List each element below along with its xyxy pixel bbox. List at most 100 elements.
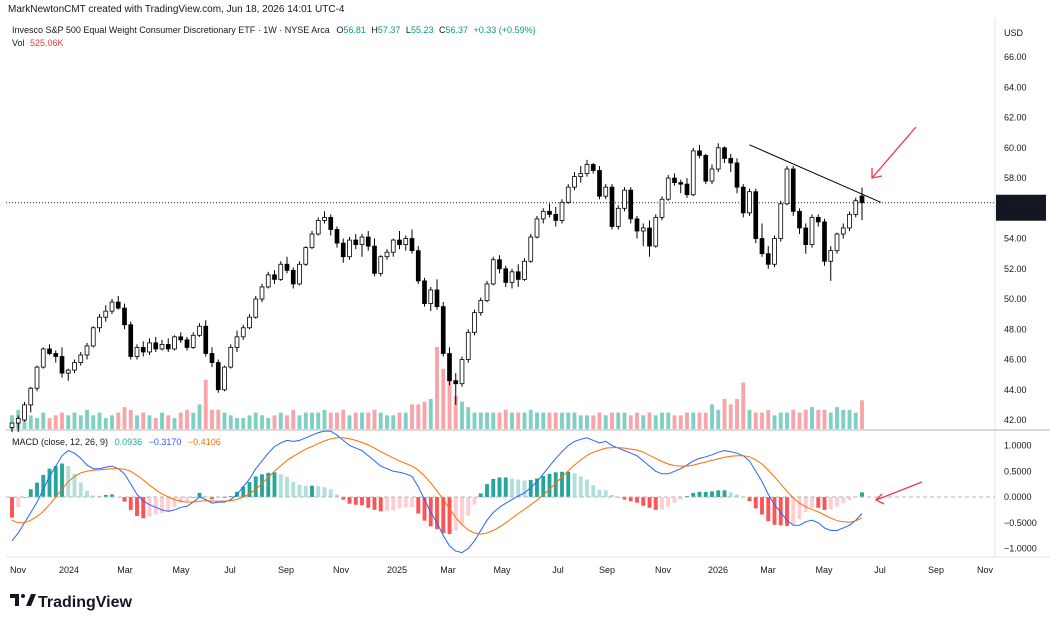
candle — [665, 175, 671, 201]
tradingview-logo-icon — [10, 594, 36, 606]
volume-bar — [535, 412, 539, 429]
candle-body — [722, 147, 727, 159]
candle-body — [709, 168, 715, 182]
arrow-macd-annotation[interactable] — [874, 481, 923, 505]
candle-body — [584, 164, 590, 174]
candle-body — [365, 236, 371, 247]
last-price-value: 56.37 — [1002, 197, 1025, 207]
macd-hist-bar — [728, 492, 733, 497]
arrow-price-annotation[interactable] — [871, 126, 917, 179]
macd-hist-bar — [316, 486, 321, 497]
candle-body — [203, 325, 209, 354]
candle-body — [378, 256, 384, 274]
candle-body — [590, 164, 596, 171]
trendline[interactable] — [749, 144, 881, 203]
macd-hist-bar — [141, 497, 146, 519]
candle-body — [72, 362, 77, 371]
volume-bar — [253, 412, 258, 429]
candle — [209, 347, 215, 368]
candle-body — [103, 310, 109, 318]
macd-hist-bar — [672, 497, 677, 503]
candle-body — [540, 210, 546, 220]
candle — [603, 184, 609, 200]
volume-bar — [110, 415, 114, 429]
candle-body — [565, 186, 571, 203]
macd-hist-bar — [710, 491, 714, 497]
volume-bar — [278, 412, 283, 429]
volume-bar — [778, 412, 783, 429]
candle-body — [153, 342, 159, 350]
candle — [697, 144, 702, 159]
candle — [622, 187, 627, 212]
time-tick-label: Jul — [224, 565, 236, 575]
candle — [859, 187, 865, 220]
macd-hist-value: 0.0936 — [115, 437, 143, 447]
volume-bar — [560, 412, 564, 429]
candle-body — [534, 218, 540, 238]
candle-body — [390, 239, 396, 253]
volume-bar — [822, 409, 827, 429]
candle-body — [53, 353, 59, 357]
candle-body — [465, 331, 471, 360]
volume-bar — [216, 409, 221, 429]
candle-body — [240, 327, 246, 338]
volume-bar — [603, 415, 608, 429]
volume-bar — [766, 409, 771, 429]
macd-hist-bar — [328, 489, 333, 497]
candle-body — [622, 189, 627, 209]
candle — [534, 215, 540, 239]
volume-bar — [672, 415, 677, 429]
brand-name: TradingView — [38, 594, 133, 611]
macd-hist-bar — [641, 497, 646, 506]
candle — [265, 271, 271, 289]
volume-bar — [522, 412, 527, 429]
price-tick-label: 42.00 — [1004, 415, 1027, 425]
volume-bar — [422, 401, 427, 429]
candle — [290, 267, 296, 289]
time-tick-label: Nov — [655, 565, 672, 575]
macd-hist-bar — [747, 497, 752, 502]
price-tick-label: 46.00 — [1004, 355, 1027, 365]
candle-body — [740, 186, 746, 214]
time-tick-label: Sep — [599, 565, 615, 575]
macd-hist-bar — [272, 472, 277, 497]
candle-body — [147, 342, 152, 353]
volume-bar — [628, 415, 633, 429]
volume-bar — [753, 412, 758, 429]
candle-body — [759, 238, 765, 255]
volume-bar — [466, 407, 471, 429]
candle — [659, 196, 665, 221]
macd-hist-bar — [722, 490, 727, 497]
candle-body — [134, 347, 140, 357]
macd-hist-bar — [247, 482, 252, 497]
macd-hist-bar — [441, 497, 446, 534]
volume-bar — [816, 409, 821, 429]
candle — [790, 165, 796, 216]
volume-bar — [566, 412, 571, 429]
macd-hist-bar — [716, 490, 721, 497]
candle — [272, 270, 277, 284]
candle-body — [853, 200, 859, 215]
candle-body — [672, 177, 677, 184]
attribution-text: MarkNewtonCMT created with TradingView.c… — [8, 4, 345, 15]
volume-bar — [310, 412, 314, 429]
macd-hist-bar — [35, 482, 39, 497]
macd-hist-bar — [578, 476, 583, 497]
volume-bar — [197, 404, 202, 429]
volume-bar — [616, 412, 621, 429]
candle-body — [284, 263, 290, 271]
price-legend: Invesco S&P 500 Equal Weight Consumer Di… — [12, 25, 536, 35]
price-tick-label: 64.00 — [1004, 82, 1027, 92]
volume-bar — [860, 400, 864, 429]
candle — [484, 280, 490, 303]
candle — [34, 365, 40, 392]
macd-hist-bar — [803, 497, 808, 512]
candle — [134, 344, 140, 360]
candle — [28, 386, 34, 413]
macd-hist-bar — [785, 497, 789, 526]
macd-hist-bar — [535, 478, 539, 497]
price-tick-label: 58.00 — [1004, 173, 1027, 183]
candle-body — [247, 316, 252, 329]
macd-hist-bar — [347, 497, 352, 504]
macd-hist-bar — [466, 497, 471, 516]
